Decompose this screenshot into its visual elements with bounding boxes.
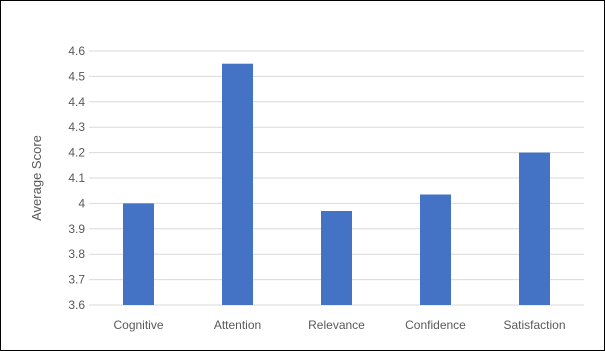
y-tick-label: 4.3 xyxy=(68,120,85,134)
x-tick-label: Confidence xyxy=(405,318,466,332)
x-axis-ticks: Cognitive Attention Relevance Confidence Sat… xyxy=(113,318,565,332)
y-tick-label: 3.9 xyxy=(68,222,85,236)
y-tick-label: 3.8 xyxy=(68,247,85,261)
y-tick-label: 4.6 xyxy=(68,44,85,58)
y-tick-label: 4.5 xyxy=(68,69,85,83)
bar-confidence xyxy=(420,194,451,305)
x-tick-label: Attention xyxy=(214,318,261,332)
x-tick-label: Satisfaction xyxy=(503,318,565,332)
bars xyxy=(123,63,550,306)
y-tick-label: 4.4 xyxy=(68,95,85,109)
bar-satisfaction xyxy=(519,152,550,305)
y-tick-label: 4.1 xyxy=(68,171,85,185)
x-tick-label: Cognitive xyxy=(113,318,163,332)
bar-cognitive xyxy=(123,203,154,305)
bar-relevance xyxy=(321,211,352,305)
x-tick-label: Relevance xyxy=(308,318,365,332)
y-axis-title: Average Score xyxy=(29,135,44,221)
y-tick-label: 3.6 xyxy=(68,298,85,312)
bar-attention xyxy=(222,63,253,306)
gridlines xyxy=(89,50,584,306)
y-tick-label: 4.2 xyxy=(68,146,85,160)
y-axis-ticks: 3.6 3.7 3.8 3.9 4 4.1 4.2 4.3 4.4 4.5 4.6 xyxy=(68,44,85,312)
y-tick-label: 3.7 xyxy=(68,273,85,287)
y-tick-label: 4 xyxy=(78,196,85,210)
